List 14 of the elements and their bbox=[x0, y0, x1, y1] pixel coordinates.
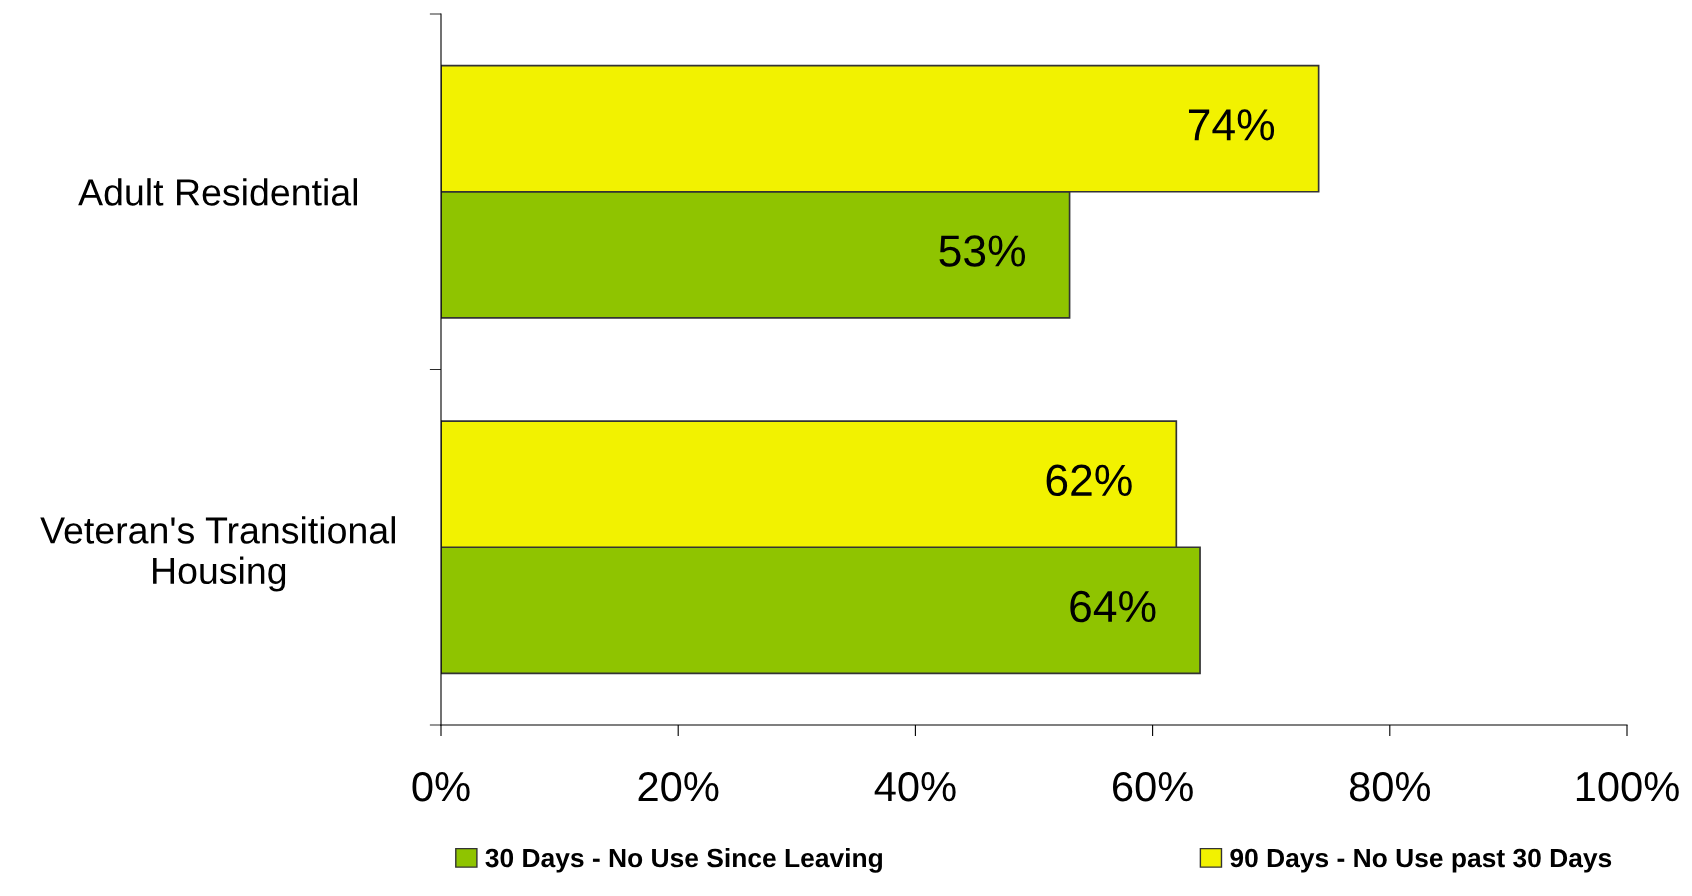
y-tick-label: Veteran's Transitional Housing bbox=[40, 516, 395, 592]
x-tick-label: 40% bbox=[874, 771, 956, 802]
data-label: 62% bbox=[1046, 464, 1132, 497]
data-label: 74% bbox=[1188, 109, 1275, 141]
data-label: 53% bbox=[939, 235, 1026, 267]
y-tick-label: Adult Residential bbox=[78, 178, 357, 206]
x-tick-label: 100% bbox=[1576, 771, 1679, 802]
x-tick-label: 0% bbox=[412, 771, 470, 802]
x-tick-label: 80% bbox=[1349, 771, 1431, 802]
x-tick-label: 20% bbox=[638, 771, 719, 802]
legend-label: 90 Days - No Use past 30 Days bbox=[1230, 848, 1612, 873]
data-label: 64% bbox=[1070, 590, 1156, 623]
x-tick-label: 60% bbox=[1113, 771, 1193, 802]
legend-label: 30 Days - No Use Since Leaving bbox=[485, 847, 882, 873]
